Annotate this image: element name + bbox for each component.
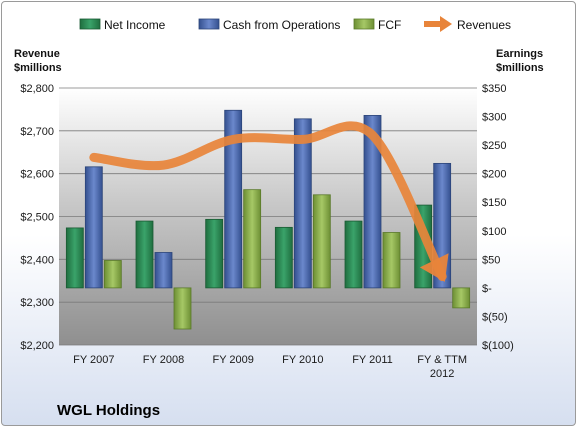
bar-net-income — [135, 220, 154, 289]
bar-net-income — [65, 227, 84, 289]
left-axis-ticks: $2,200 $2,300 $2,400 $2,500 $2,600 $2,700 $2,8… — [20, 83, 54, 352]
legend: Net Income Cash from Operations FCF Revenue… — [79, 16, 511, 32]
right-tick-label: $(100) — [482, 340, 514, 352]
right-tick-label: $250 — [482, 140, 506, 152]
right-tick-label: $(50) — [482, 311, 508, 323]
left-tick-label: $2,500 — [20, 212, 54, 224]
category-labels: FY 2007 FY 2008 FY 2009 FY 2010 FY 2011 FY & … — [73, 354, 467, 380]
right-tick-label: $- — [482, 283, 492, 295]
bar-cash-from-operations — [224, 109, 243, 289]
category-label: FY & TTM — [417, 354, 467, 366]
right-tick-label: $150 — [482, 197, 506, 209]
bar-net-income — [205, 218, 224, 289]
bar-cash-from-operations — [293, 118, 312, 289]
bar-fcf — [312, 194, 331, 289]
right-tick-label: $350 — [482, 83, 506, 95]
bar-net-income — [274, 226, 293, 289]
chart-title: WGL Holdings — [57, 402, 160, 419]
left-tick-label: $2,800 — [20, 83, 54, 95]
bar-cash-from-operations — [154, 252, 173, 289]
category-label: FY 2008 — [143, 354, 184, 366]
category-label: 2012 — [430, 368, 454, 380]
bar-net-income — [344, 220, 363, 289]
legend-swatch-cash-from-operations — [198, 18, 220, 30]
category-label: FY 2009 — [212, 354, 253, 366]
right-axis-title-line2: $millions — [496, 62, 544, 74]
bar-cash-from-operations — [363, 115, 382, 289]
right-tick-label: $200 — [482, 169, 506, 181]
legend-label: FCF — [378, 18, 401, 32]
legend-label: Net Income — [104, 18, 166, 32]
legend-label: Revenues — [457, 18, 511, 32]
right-tick-label: $300 — [482, 112, 506, 124]
right-tick-label: $50 — [482, 254, 500, 266]
revenue-line-layer — [89, 121, 449, 282]
left-axis-title-line2: $millions — [14, 62, 62, 74]
legend-swatch-net-income — [79, 18, 101, 30]
left-tick-label: $2,700 — [20, 126, 54, 138]
bar-cash-from-operations — [84, 166, 103, 289]
bar-fcf — [243, 189, 262, 289]
category-label: FY 2007 — [73, 354, 114, 366]
legend-label: Cash from Operations — [223, 18, 340, 32]
right-axis-title-line1: Earnings — [496, 48, 543, 60]
left-tick-label: $2,300 — [20, 297, 54, 309]
legend-swatch-fcf — [353, 18, 375, 30]
left-tick-label: $2,400 — [20, 254, 54, 266]
bar-fcf — [452, 287, 471, 309]
revenue-line — [89, 121, 447, 281]
right-axis-ticks: $(100) $(50) $- $50 $100 $150 $200 $250 $300 $350 — [482, 83, 514, 352]
left-tick-label: $2,200 — [20, 340, 54, 352]
right-tick-label: $100 — [482, 226, 506, 238]
bar-fcf — [173, 287, 192, 330]
left-axis-title-line1: Revenue — [14, 48, 60, 60]
category-label: FY 2011 — [352, 354, 393, 366]
gridlines — [59, 87, 477, 346]
category-label: FY 2010 — [282, 354, 323, 366]
revenue-arrowhead — [419, 253, 449, 282]
left-tick-label: $2,600 — [20, 169, 54, 181]
bar-fcf — [382, 232, 401, 289]
bar-fcf — [103, 260, 122, 289]
legend-arrow-revenues — [440, 16, 452, 32]
